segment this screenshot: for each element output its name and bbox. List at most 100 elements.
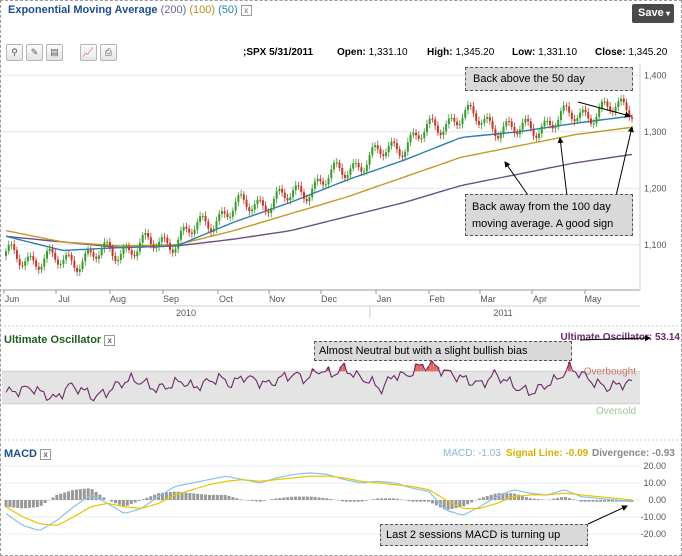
x-tick-label: Nov xyxy=(269,294,286,304)
candle-body xyxy=(261,200,264,206)
candle-body xyxy=(73,260,76,268)
histogram-bar xyxy=(168,491,172,500)
candle-body xyxy=(548,120,551,125)
histogram-bar xyxy=(262,500,266,501)
candle-body xyxy=(245,199,248,208)
candle-body xyxy=(494,128,497,137)
macd-line xyxy=(5,472,633,531)
candle-body xyxy=(507,121,510,123)
histogram-bar xyxy=(207,494,211,500)
candle-body xyxy=(349,168,352,175)
candle-body xyxy=(160,237,163,242)
histogram-bar xyxy=(184,492,188,500)
histogram-bar xyxy=(55,494,59,500)
uo-panel-label: Ultimate Oscillator x xyxy=(4,334,116,346)
candle-body xyxy=(420,138,423,140)
candle-body xyxy=(242,194,245,200)
candle-body xyxy=(475,113,478,121)
candle-body xyxy=(125,246,128,249)
histogram-bar xyxy=(481,497,485,500)
histogram-bar xyxy=(446,500,450,510)
candle-body xyxy=(240,194,243,196)
zoom-icon[interactable]: ⚲ xyxy=(6,44,23,61)
candle-body xyxy=(171,249,174,253)
candle-body xyxy=(251,209,254,212)
candle-body xyxy=(625,102,628,111)
candle-body xyxy=(382,154,385,156)
candle-body xyxy=(472,106,475,114)
print-icon[interactable]: ⎙ xyxy=(100,44,117,61)
candle-body xyxy=(117,259,120,262)
histogram-bar xyxy=(430,500,434,504)
chart-icon[interactable]: 📈 xyxy=(80,44,97,61)
histogram-bar xyxy=(411,500,415,502)
candle-body xyxy=(442,131,445,136)
candle-body xyxy=(592,123,595,125)
candle-body xyxy=(603,101,606,103)
histogram-bar xyxy=(427,500,431,502)
annotation-arrow xyxy=(579,335,651,342)
candle-body xyxy=(379,149,382,155)
candle-body xyxy=(469,104,472,107)
candle-body xyxy=(46,251,49,259)
candle-body xyxy=(434,119,437,126)
histogram-bar xyxy=(536,499,540,500)
notes-icon[interactable]: ▤ xyxy=(46,44,63,61)
candle-body xyxy=(114,256,117,262)
candle-body xyxy=(37,266,40,270)
histogram-bar xyxy=(102,497,106,500)
candle-body xyxy=(305,198,308,202)
histogram-bar xyxy=(86,488,90,500)
candle-body xyxy=(133,254,136,257)
histogram-bar xyxy=(329,498,333,500)
candle-body xyxy=(398,149,401,156)
candle-body xyxy=(111,247,114,257)
remove-macd-icon[interactable]: x xyxy=(40,448,52,460)
annotation-macd-note: Last 2 sessions MACD is turning up xyxy=(380,524,588,546)
histogram-bar xyxy=(610,500,614,502)
candle-body xyxy=(292,190,295,198)
histogram-bar xyxy=(125,500,129,506)
pencil-icon[interactable]: ✎ xyxy=(26,44,43,61)
candle-body xyxy=(207,221,210,229)
candle-body xyxy=(431,118,434,120)
histogram-bar xyxy=(286,497,290,500)
annotation-arrow xyxy=(504,161,531,199)
histogram-bar xyxy=(583,500,587,502)
histogram-bar xyxy=(466,500,470,505)
histogram-bar xyxy=(176,491,180,500)
candle-body xyxy=(76,267,79,272)
histogram-bar xyxy=(117,500,121,505)
histogram-bar xyxy=(239,499,243,500)
macd-y-tick: 20.00 xyxy=(643,461,666,471)
uo-neutral-band xyxy=(2,371,640,404)
candle-body xyxy=(417,135,420,139)
histogram-bar xyxy=(16,500,20,508)
save-button[interactable]: Save ▾ xyxy=(632,4,674,23)
histogram-bar xyxy=(219,494,223,500)
divergence-reading: Divergence: -0.93 xyxy=(592,448,675,459)
candle-body xyxy=(316,178,319,182)
candle-body xyxy=(87,250,90,254)
candle-body xyxy=(341,168,344,175)
histogram-bar xyxy=(364,500,368,501)
candle-body xyxy=(589,118,592,124)
candle-body xyxy=(521,122,524,130)
candle-body xyxy=(543,120,546,127)
remove-uo-icon[interactable]: x xyxy=(104,334,116,346)
histogram-bar xyxy=(110,500,114,502)
save-label: Save xyxy=(638,7,664,19)
histogram-bar xyxy=(200,494,204,500)
candle-body xyxy=(210,228,213,232)
candle-body xyxy=(43,258,46,267)
candle-body xyxy=(483,118,486,124)
histogram-bar xyxy=(309,496,313,500)
histogram-bar xyxy=(567,498,571,500)
histogram-bar xyxy=(493,493,497,500)
histogram-bar xyxy=(540,499,544,500)
candle-body xyxy=(5,251,7,257)
histogram-bar xyxy=(380,498,384,500)
remove-indicator-icon[interactable]: x xyxy=(240,4,252,16)
ema200-period: (200) xyxy=(160,4,187,16)
uo-reading: Ultimate Oscillator: 53.14 xyxy=(561,332,681,343)
